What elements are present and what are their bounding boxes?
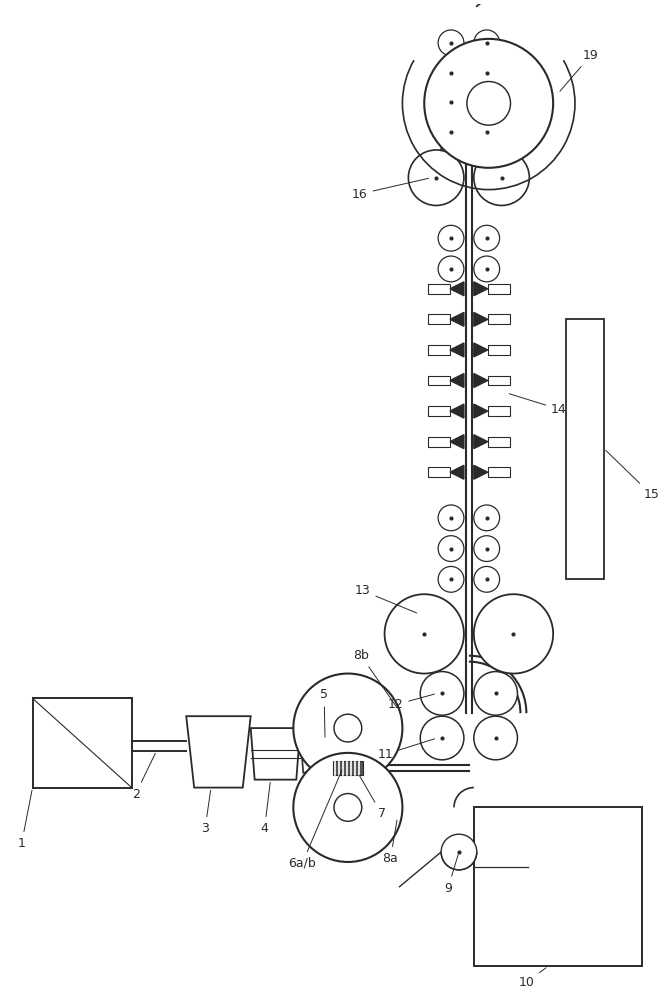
Circle shape [424,39,553,168]
Circle shape [467,82,510,125]
Bar [488,467,510,477]
Bar [428,376,450,385]
Bar [33,698,131,788]
Text: 16: 16 [352,178,428,201]
Polygon shape [474,435,488,449]
Bar [428,437,450,447]
Text: 19: 19 [560,49,599,91]
Circle shape [438,119,464,145]
Polygon shape [186,716,251,788]
Polygon shape [474,312,488,326]
Circle shape [408,150,464,205]
Bar [474,807,642,966]
Circle shape [474,30,500,56]
Bar [488,284,510,294]
Circle shape [474,716,518,760]
Circle shape [420,672,464,715]
Polygon shape [474,404,488,418]
Circle shape [474,505,500,531]
Circle shape [293,753,402,862]
Circle shape [293,674,402,783]
Polygon shape [474,282,488,296]
Circle shape [438,225,464,251]
Text: 14: 14 [509,394,567,416]
Circle shape [438,30,464,56]
Text: 4: 4 [261,782,270,835]
Circle shape [438,60,464,85]
Text: 13: 13 [355,584,417,613]
Text: 10: 10 [518,968,546,989]
Polygon shape [450,282,464,296]
Text: 2: 2 [131,753,155,801]
Text: 6a/b: 6a/b [288,770,342,870]
Circle shape [438,89,464,115]
Circle shape [474,89,500,115]
Text: 11: 11 [378,739,434,761]
Circle shape [438,505,464,531]
Polygon shape [450,404,464,418]
Circle shape [474,60,500,85]
Text: 18: 18 [0,999,1,1000]
Polygon shape [450,465,464,479]
Polygon shape [450,343,464,357]
Circle shape [420,716,464,760]
Text: 15: 15 [606,450,659,501]
Text: 9: 9 [444,855,458,895]
Polygon shape [474,374,488,387]
Circle shape [474,256,500,282]
Polygon shape [251,728,300,780]
Circle shape [474,225,500,251]
Polygon shape [450,312,464,326]
Circle shape [474,150,530,205]
Polygon shape [474,465,488,479]
Bar [428,345,450,355]
Bar [488,314,510,324]
Circle shape [438,566,464,592]
Circle shape [474,536,500,561]
Text: 1: 1 [17,790,32,850]
Bar [488,406,510,416]
Polygon shape [300,735,345,773]
Bar [488,376,510,385]
Polygon shape [450,374,464,387]
Circle shape [385,594,464,674]
Text: 3: 3 [201,790,211,835]
Text: 7: 7 [360,775,386,820]
Polygon shape [474,343,488,357]
Text: 8b: 8b [353,649,396,706]
Bar [488,345,510,355]
Polygon shape [450,435,464,449]
Bar [428,314,450,324]
Circle shape [334,714,362,742]
Circle shape [438,536,464,561]
Circle shape [438,256,464,282]
Circle shape [441,834,477,870]
Text: 8a: 8a [383,820,398,865]
Text: 5: 5 [320,688,328,737]
Bar [566,319,604,579]
Bar [333,761,363,775]
Text: 12: 12 [388,694,434,711]
Circle shape [334,794,362,821]
Bar [428,406,450,416]
Bar [428,467,450,477]
Circle shape [474,566,500,592]
Circle shape [474,594,553,674]
Bar [488,437,510,447]
Circle shape [474,119,500,145]
Bar [428,284,450,294]
Text: 17: 17 [0,999,1,1000]
Circle shape [474,672,518,715]
